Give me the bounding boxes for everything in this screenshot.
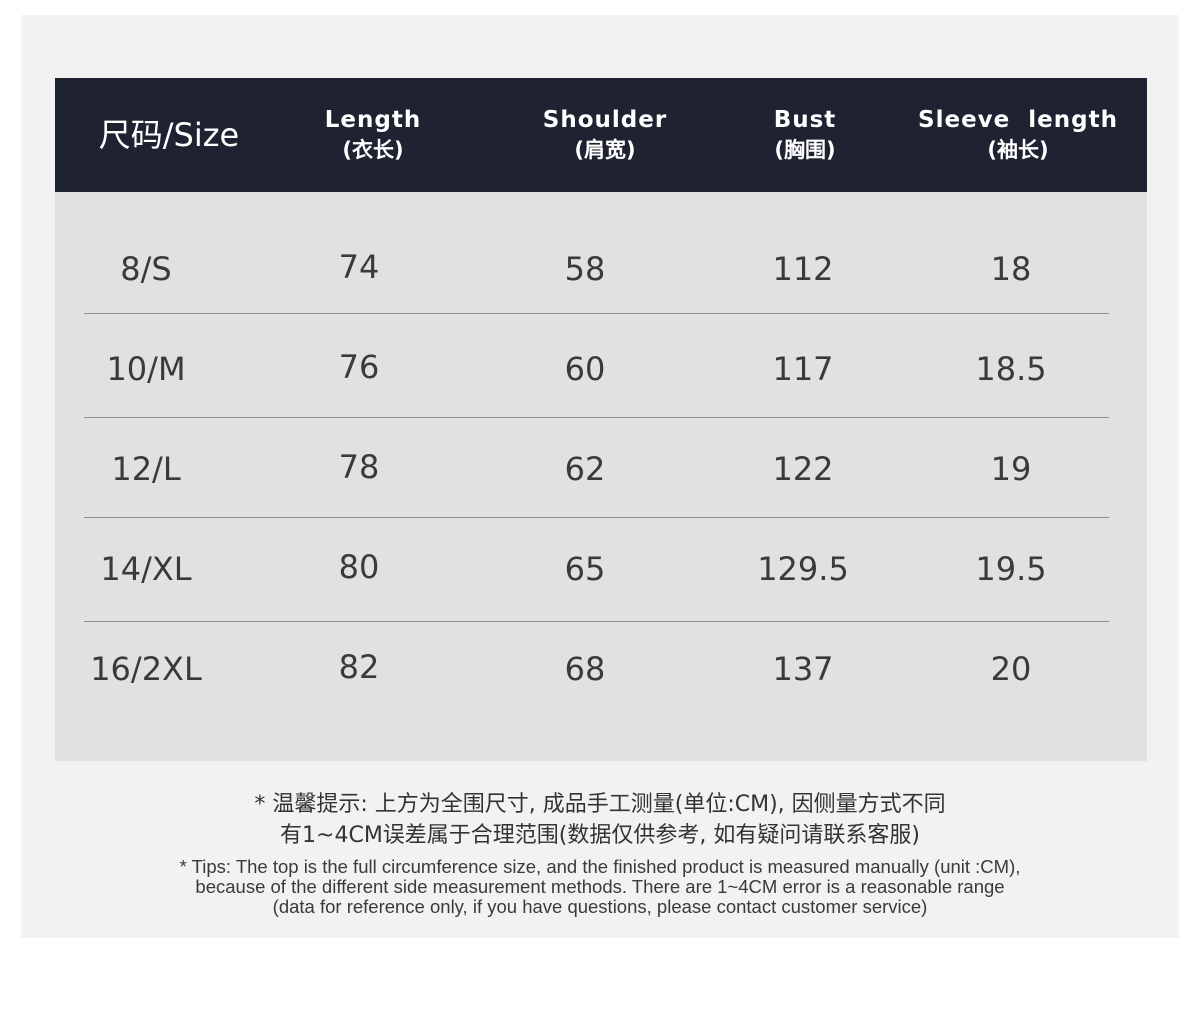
header-length-en: Length [324,107,422,133]
header-bust-cn: (胸围) [774,138,836,162]
header-bust-en: Bust [773,107,837,133]
cell-size: 10/M [106,350,186,388]
header-shoulder-cn: (肩宽) [574,138,636,162]
table-row: 10/M 76 60 117 18.5 [55,319,1147,419]
cell-shoulder: 60 [564,350,606,388]
tip-en-line-2: because of the different side measuremen… [195,876,1005,897]
cell-size: 14/XL [100,550,192,588]
cell-length: 80 [338,548,380,586]
cell-size: 16/2XL [90,650,202,688]
cell-sleeve: 18 [990,250,1032,288]
cell-length: 78 [338,448,380,486]
cell-bust: 129.5 [757,550,849,588]
cell-shoulder: 65 [564,550,606,588]
cell-shoulder: 68 [564,650,606,688]
cell-bust: 117 [772,350,834,388]
cell-shoulder: 62 [564,450,606,488]
cell-length: 74 [338,248,380,286]
tip-en-line-1: * Tips: The top is the full circumferenc… [179,856,1021,877]
cell-bust: 122 [772,450,834,488]
row-divider [84,417,1109,418]
header-length-cn: (衣长) [342,138,404,162]
cell-length: 82 [338,648,380,686]
row-divider [84,313,1109,314]
tip-en-line-3: (data for reference only, if you have qu… [272,896,928,917]
row-divider [84,621,1109,622]
header-sleeve-en: Sleeve length [918,107,1118,133]
table-body: 8/S 74 58 112 18 10/M 76 60 117 18.5 12/… [55,192,1147,761]
cell-bust: 137 [772,650,834,688]
tips-section-en: * Tips: The top is the full circumferenc… [21,857,1179,917]
cell-bust: 112 [772,250,834,288]
cell-size: 12/L [111,450,181,488]
header-sleeve-cn: (袖长) [987,138,1049,162]
header-bust: Bust (胸围) [715,78,895,192]
cell-length: 76 [338,348,380,386]
header-size-label: 尺码/Size [98,116,240,154]
tip-cn-line-1: * 温馨提示: 上方为全围尺寸, 成品手工测量(单位:CM), 因侧量方式不同 [254,792,946,817]
cell-size: 8/S [120,250,172,288]
header-length: Length (衣长) [283,78,463,192]
cell-sleeve: 19 [990,450,1032,488]
tips-section: * 温馨提示: 上方为全围尺寸, 成品手工测量(单位:CM), 因侧量方式不同 … [21,789,1179,851]
table-row: 16/2XL 82 68 137 20 [55,619,1147,719]
table-row: 12/L 78 62 122 19 [55,419,1147,519]
header-sleeve: Sleeve length (袖长) [907,78,1129,192]
cell-sleeve: 19.5 [975,550,1047,588]
cell-shoulder: 58 [564,250,606,288]
tip-cn-line-2: 有1~4CM误差属于合理范围(数据仅供参考, 如有疑问请联系客服) [280,823,920,848]
header-size: 尺码/Size [55,78,283,192]
cell-sleeve: 20 [990,650,1032,688]
cell-sleeve: 18.5 [975,350,1047,388]
header-shoulder: Shoulder (肩宽) [495,78,715,192]
row-divider [84,517,1109,518]
table-header: 尺码/Size Length (衣长) Shoulder (肩宽) Bust (… [55,78,1147,192]
table-row: 8/S 74 58 112 18 [55,219,1147,319]
header-shoulder-en: Shoulder [542,107,668,133]
table-row: 14/XL 80 65 129.5 19.5 [55,519,1147,619]
